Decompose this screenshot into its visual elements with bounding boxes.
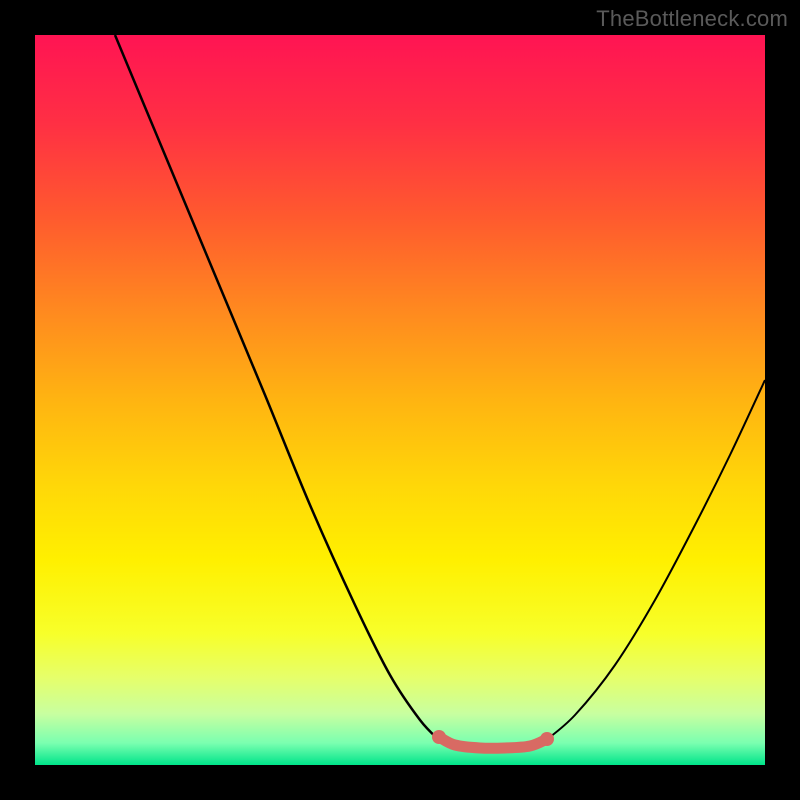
highlight-endpoint-left [432,730,446,744]
watermark-text: TheBottleneck.com [596,6,788,32]
curve-bottom-highlight [439,737,547,748]
curve-right-arm [545,380,765,741]
curve-left-arm [115,35,440,741]
plot-area [35,35,765,765]
highlight-endpoint-right [540,732,554,746]
chart-curves [35,35,765,765]
